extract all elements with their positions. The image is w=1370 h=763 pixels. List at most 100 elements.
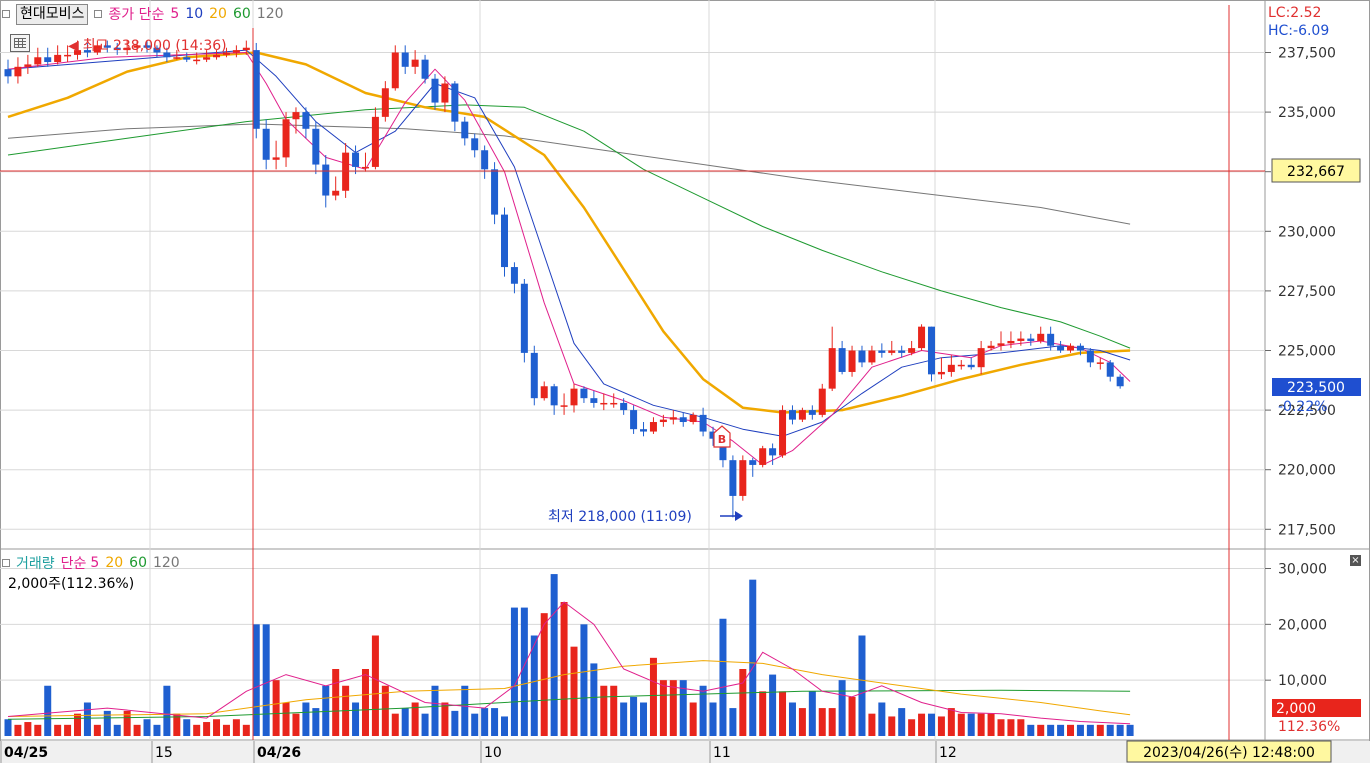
volume-bar <box>729 708 737 736</box>
buy-signal-label: B <box>718 433 726 446</box>
candle-body <box>888 350 896 353</box>
volume-bar <box>282 702 290 736</box>
candle-body <box>699 414 707 432</box>
volume-bar <box>1076 724 1084 736</box>
crosshair-price-label: 232,667 <box>1287 164 1345 180</box>
volume-bar <box>143 719 151 736</box>
volume-bar <box>133 724 141 736</box>
datetime-box <box>1126 740 1332 763</box>
stock-name-box[interactable]: 현대모비스 <box>16 3 89 25</box>
ma-5-label[interactable]: 5 <box>170 6 180 22</box>
volume-bar <box>153 724 161 736</box>
volume-bar <box>739 669 747 736</box>
candle-body <box>113 47 121 51</box>
volume-bar <box>709 702 717 736</box>
vol-ma-120-label[interactable]: 120 <box>152 555 180 571</box>
volume-handle-icon[interactable] <box>2 559 10 567</box>
candle-body <box>501 214 508 268</box>
high-arrow: ◀ <box>68 38 79 54</box>
vol-ma-20-label[interactable]: 20 <box>105 555 124 571</box>
candle-body <box>302 112 310 129</box>
candle-body <box>550 386 558 406</box>
candle-body <box>193 59 201 62</box>
volume-bar <box>878 702 886 736</box>
volume-bar <box>1106 724 1114 736</box>
candle-body <box>908 348 916 353</box>
ma-120-label[interactable]: 120 <box>256 6 284 22</box>
volume-bar <box>173 713 181 736</box>
candle-body <box>461 121 469 139</box>
candle-body <box>967 364 975 368</box>
price-candles <box>4 40 1124 518</box>
candle-body <box>759 448 767 465</box>
candle-body <box>610 402 618 405</box>
candle-body <box>163 52 171 58</box>
price-indicator-label[interactable]: 종가 단순 <box>108 7 165 23</box>
candle-body <box>1076 345 1084 351</box>
volume-bar <box>908 719 916 736</box>
volume-bar <box>669 680 677 736</box>
candle-body <box>203 57 211 60</box>
volume-bar <box>858 635 866 736</box>
candle-body <box>1106 362 1114 377</box>
candle-body <box>848 350 856 372</box>
volume-bar <box>1116 724 1124 736</box>
candle-body <box>232 50 240 53</box>
volume-indicator-label[interactable]: 거래량 <box>16 556 55 572</box>
price-tick-label: 237,500 <box>1278 46 1336 62</box>
volume-bar <box>34 724 42 736</box>
candle-body <box>640 429 648 432</box>
candle-body <box>292 112 300 120</box>
vol-ma-5-label[interactable]: 5 <box>90 555 100 571</box>
legend-handle-icon[interactable] <box>2 10 10 18</box>
volume-bar <box>987 713 995 736</box>
candle-body <box>1027 338 1035 341</box>
volume-bar <box>510 607 518 736</box>
volume-bar <box>927 713 935 736</box>
volume-bar <box>332 669 340 736</box>
volume-bar <box>93 724 101 736</box>
volume-ma-label[interactable]: 단순 <box>60 556 87 572</box>
volume-bar <box>957 713 965 736</box>
volume-bar <box>491 708 499 736</box>
candle-body <box>441 83 449 103</box>
candle-body <box>451 83 459 122</box>
candle-body <box>580 388 588 399</box>
volume-bar <box>74 713 82 736</box>
candle-body <box>1047 333 1055 346</box>
volume-bar <box>302 702 310 736</box>
volume-bar <box>679 680 687 736</box>
indicator-handle-icon[interactable] <box>94 10 103 18</box>
volume-bar <box>848 696 856 736</box>
candle-body <box>749 460 757 465</box>
ma-20-label[interactable]: 20 <box>209 6 227 22</box>
volume-bar <box>967 713 975 736</box>
volume-bar <box>64 724 72 736</box>
candle-body <box>183 57 191 60</box>
vol-ma-60-label[interactable]: 60 <box>129 555 147 571</box>
volume-bar <box>640 702 648 736</box>
close-icon[interactable]: × <box>1350 555 1361 566</box>
candle-body <box>272 157 280 160</box>
high-label: 최고 238,000 (14:36) <box>83 38 227 54</box>
candle-body <box>560 405 568 407</box>
volume-bar <box>699 685 707 736</box>
volume-bar <box>530 635 538 736</box>
candle-body <box>957 364 965 367</box>
volume-bar <box>937 716 945 736</box>
volume-bar <box>610 685 618 736</box>
datetime-label: 2023/04/26(수) 12:48:00 <box>1143 745 1315 761</box>
ma-10-label[interactable]: 10 <box>185 6 204 22</box>
candle-body <box>143 45 151 48</box>
candle-body <box>510 267 518 284</box>
candle-body <box>818 388 826 415</box>
current-price-label: 223,500 <box>1287 380 1345 396</box>
volume-bar <box>788 702 796 736</box>
grid-toggle-icon[interactable] <box>10 34 30 52</box>
candle-body <box>729 460 737 496</box>
volume-bar <box>1057 724 1065 736</box>
candle-body <box>44 57 52 63</box>
volume-bar <box>769 674 777 736</box>
ma-60-label[interactable]: 60 <box>232 6 251 22</box>
